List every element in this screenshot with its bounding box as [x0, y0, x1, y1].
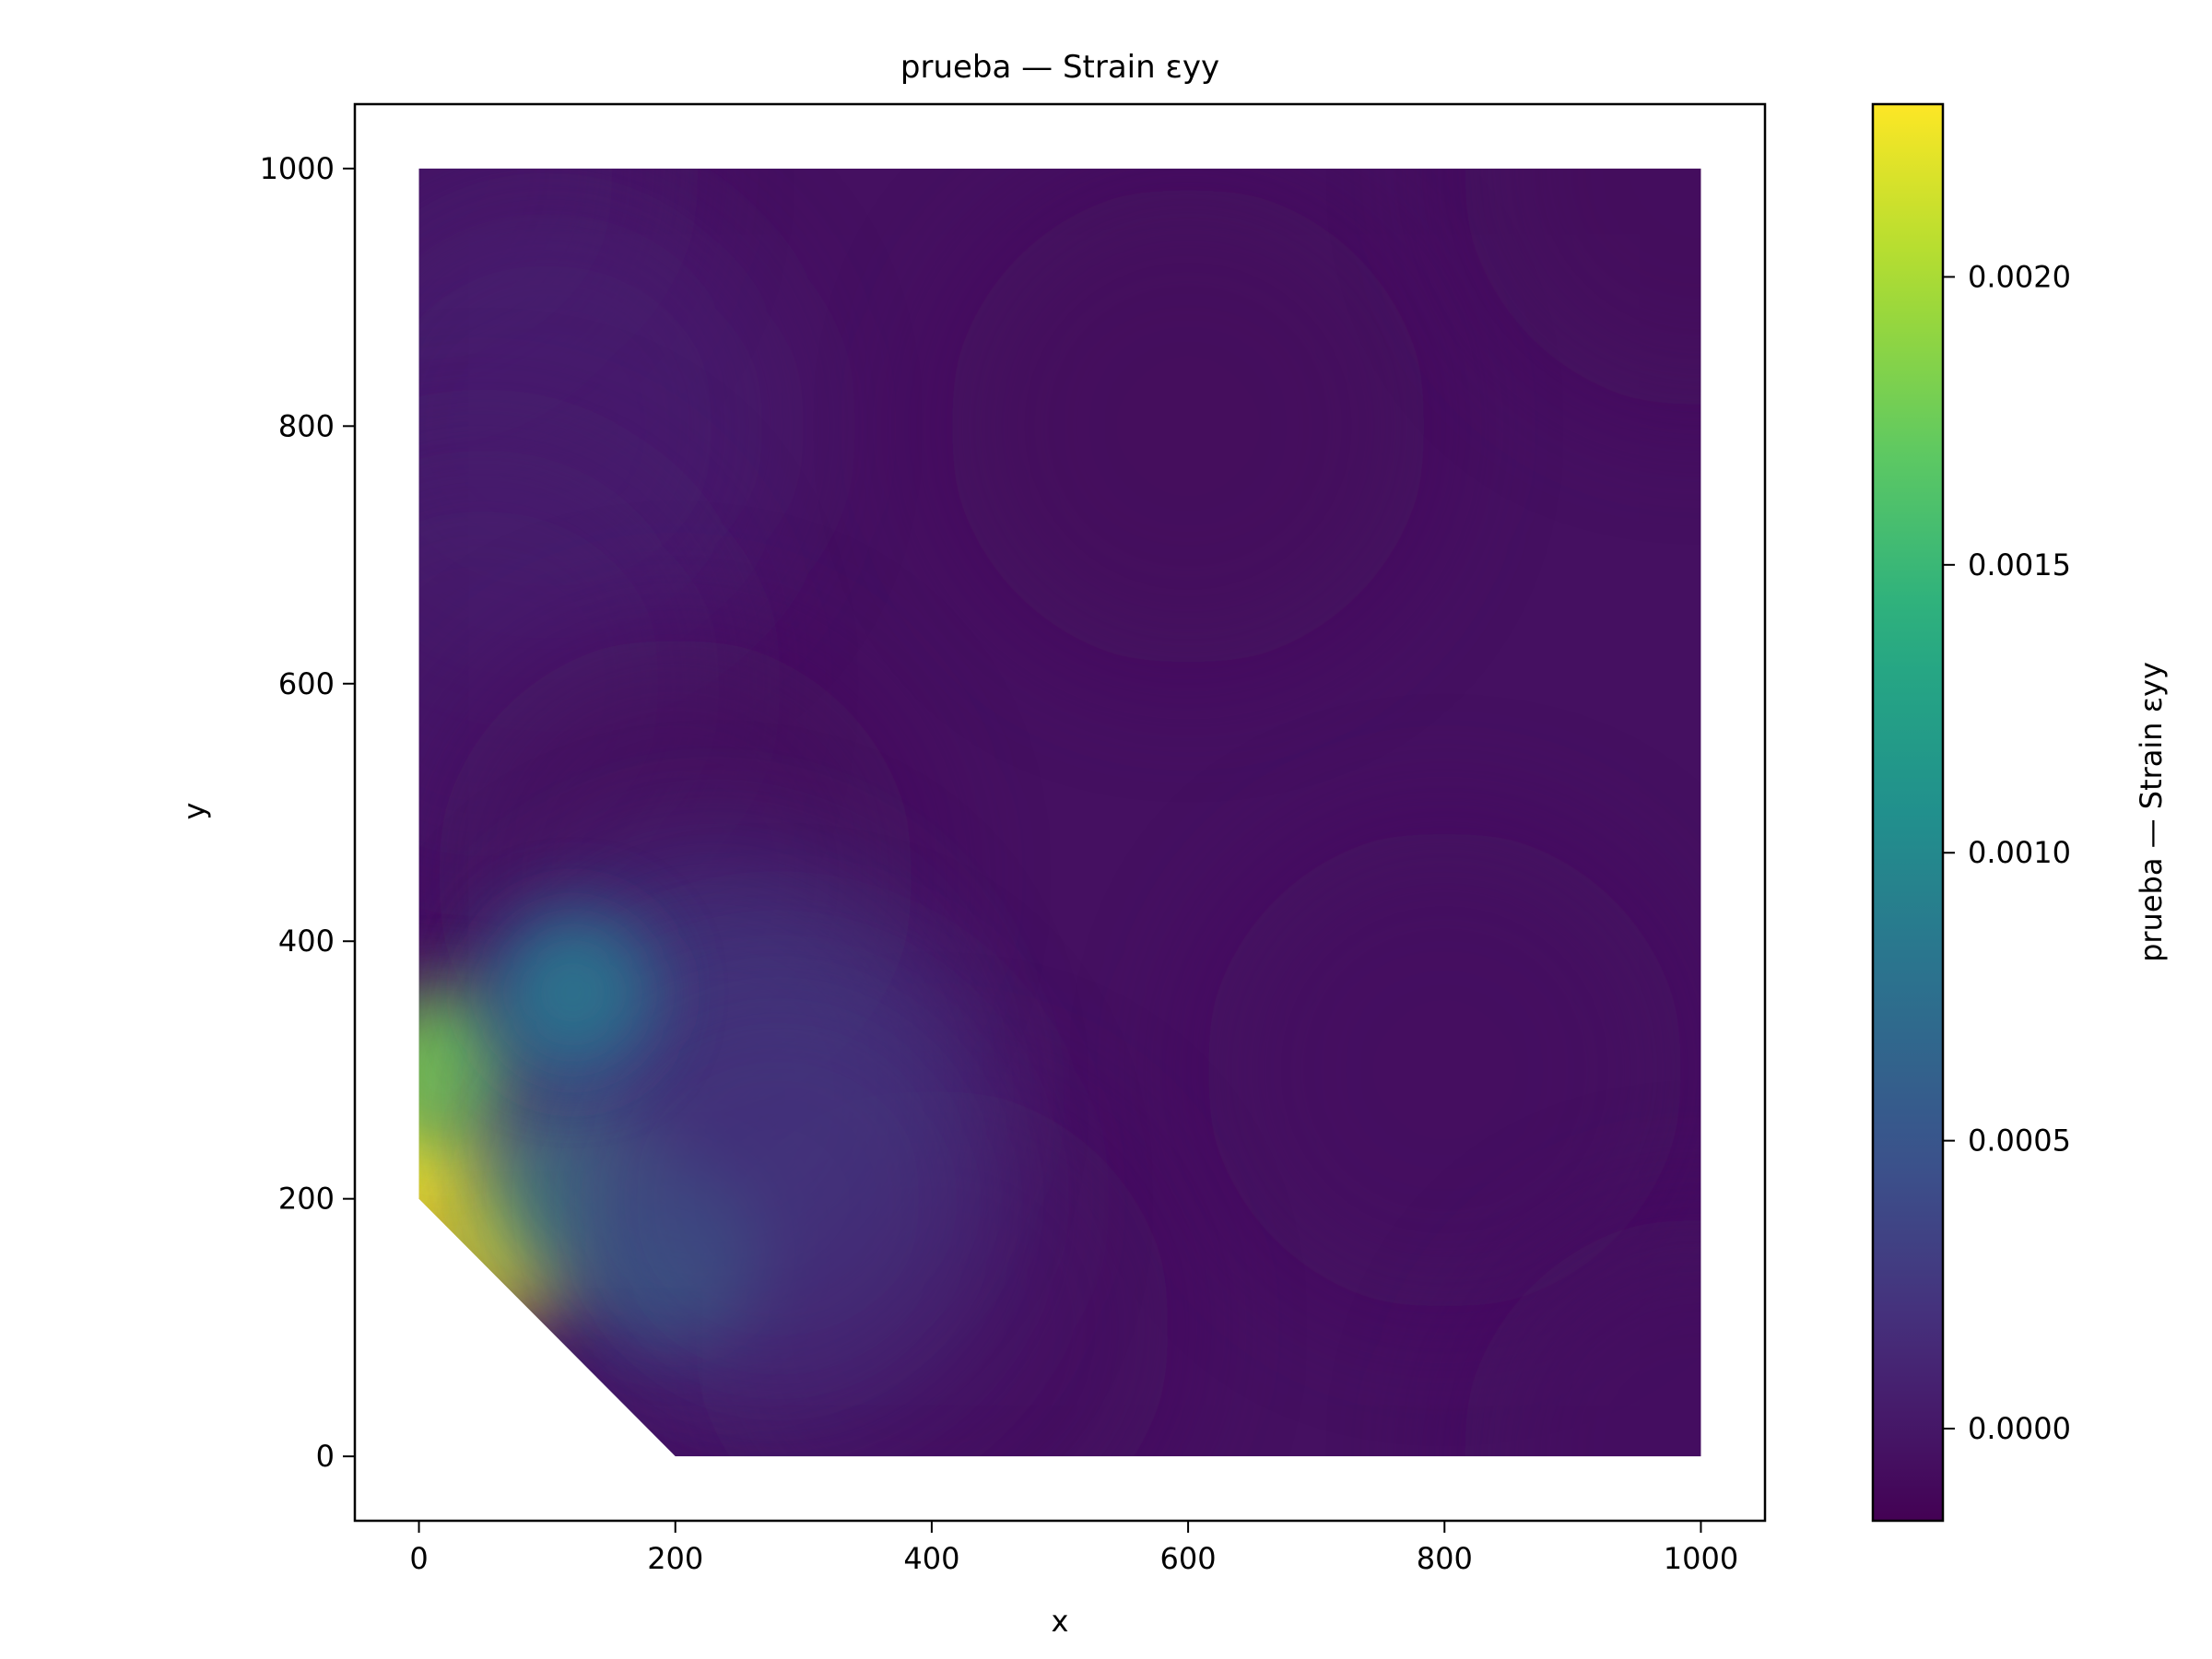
- x-tick-label: 400: [903, 1541, 959, 1576]
- x-tick-label: 200: [647, 1541, 703, 1576]
- y-axis-label: y: [177, 803, 212, 820]
- x-tick-label: 1000: [1664, 1541, 1738, 1576]
- y-tick-label: 600: [278, 666, 335, 701]
- colorbar-label: prueba — Strain εyy: [2134, 662, 2169, 962]
- field-sample-15: [538, 959, 1018, 1439]
- y-tick-label: 1000: [260, 151, 335, 186]
- y-tick-label: 0: [316, 1439, 335, 1474]
- y-tick-label: 800: [278, 408, 335, 443]
- x-tick-label: 600: [1160, 1541, 1217, 1576]
- strain-field: [418, 168, 1701, 1457]
- y-tick-label: 400: [278, 924, 335, 959]
- colorbar-gradient: [1871, 102, 1945, 1523]
- colorbar-tick-label: 0.0015: [1968, 547, 2071, 582]
- chart-title: prueba — Strain εyy: [900, 49, 1219, 86]
- colorbar: 0.0000 0.0005 0.0010 0.0015 0.0020 prueba — …: [1871, 102, 2169, 1523]
- field-sample-4: [948, 186, 1429, 666]
- colorbar-tick-label: 0.0020: [1968, 259, 2071, 294]
- field-sample-6: [1205, 830, 1685, 1310]
- x-tick-label: 800: [1417, 1541, 1473, 1576]
- x-axis: 0 200 400 600 800 1000: [409, 1521, 1738, 1576]
- plot-frame: [353, 102, 1767, 1523]
- x-axis-label: x: [1052, 1604, 1069, 1639]
- x-tick-label: 0: [409, 1541, 428, 1576]
- y-tick-label: 200: [278, 1182, 335, 1217]
- field-sample-16: [489, 910, 656, 1077]
- colorbar-tick-label: 0.0005: [1968, 1124, 2071, 1159]
- field-sample-7: [1461, 1217, 1701, 1457]
- colorbar-tick-label: 0.0010: [1968, 835, 2071, 870]
- colorbar-tick-label: 0.0000: [1968, 1411, 2071, 1446]
- y-axis: 0 200 400 600 800 1000: [260, 151, 355, 1474]
- field-sample-5: [1461, 168, 1701, 408]
